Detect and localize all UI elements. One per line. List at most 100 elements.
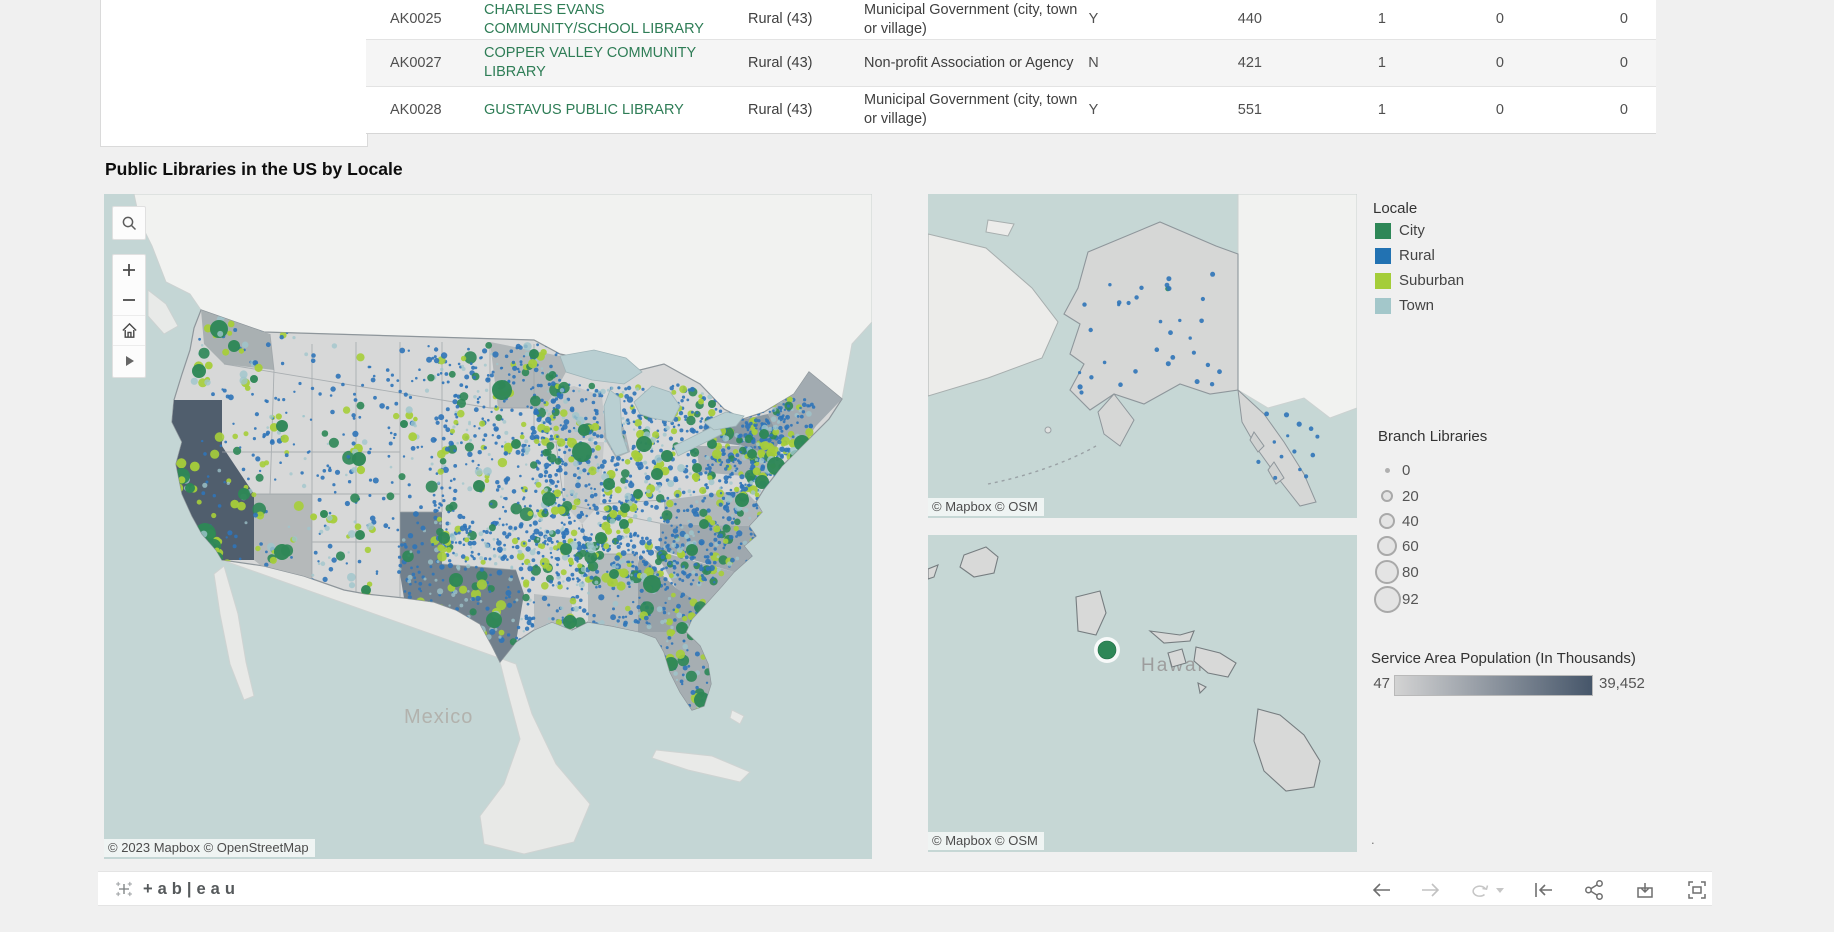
table-row[interactable]: AK0028 GUSTAVUS PUBLIC LIBRARY Rural (43…	[366, 86, 1656, 133]
legend-label: Rural	[1399, 247, 1435, 264]
town-swatch	[1375, 297, 1391, 314]
branch-size-item[interactable]: 92	[1372, 584, 1492, 614]
hawaii-map-canvas[interactable]: Hawaii	[928, 535, 1357, 852]
tableau-wordmark: +ab|eau	[143, 879, 240, 898]
cell-locale: Rural (43)	[748, 54, 813, 71]
cell-legal-basis: Municipal Government (city, town or vill…	[864, 92, 1078, 127]
cell-legal-basis: Non-profit Association or Agency	[864, 54, 1074, 71]
legend-label: 0	[1402, 461, 1411, 479]
cell-bookmobiles: 0	[1619, 11, 1628, 27]
size-circle-icon	[1384, 467, 1390, 473]
tableau-sparkle-icon	[116, 881, 132, 897]
city-library-point[interactable]	[1097, 640, 1117, 660]
alaska-map-canvas[interactable]	[928, 194, 1357, 518]
cell-library-name[interactable]: COPPER VALLEY COMMUNITY LIBRARY	[484, 45, 696, 80]
cell-population: 440	[1237, 11, 1262, 27]
cell-library-name[interactable]: CHARLES EVANS COMMUNITY/SCHOOL LIBRARY	[484, 1, 704, 37]
size-circle-icon	[1375, 560, 1399, 584]
cell-population: 551	[1237, 101, 1262, 118]
legend-item-suburban[interactable]: Suburban	[1375, 272, 1464, 289]
legend-label: 60	[1402, 537, 1419, 555]
redo-button[interactable]	[1418, 877, 1444, 903]
cell-branches: 0	[1495, 11, 1504, 27]
legend-label: 40	[1402, 512, 1419, 530]
cell-branches: 0	[1495, 101, 1504, 118]
cell-bookmobiles: 0	[1619, 101, 1628, 118]
table-row[interactable]: AK0025 CHARLES EVANS COMMUNITY/SCHOOL LI…	[366, 0, 1656, 39]
map-search-button[interactable]	[112, 206, 146, 240]
share-button[interactable]	[1581, 877, 1607, 903]
legend-item-city[interactable]: City	[1375, 222, 1425, 239]
tableau-logo[interactable]: +ab|eau	[114, 879, 240, 899]
undo-button[interactable]	[1368, 877, 1394, 903]
size-circle-icon	[1379, 513, 1395, 529]
revert-button[interactable]	[1530, 877, 1556, 903]
cell-flag: Y	[1088, 11, 1099, 27]
revert-icon	[1535, 883, 1552, 897]
tableau-toolbar: +ab|eau	[98, 871, 1712, 906]
zoom-out-button[interactable]	[113, 285, 145, 315]
branch-size-item[interactable]: 40	[1372, 509, 1492, 533]
legend-item-rural[interactable]: Rural	[1375, 247, 1435, 264]
minus-icon	[123, 299, 135, 301]
cell-bookmobiles: 0	[1619, 54, 1628, 71]
search-icon	[122, 216, 137, 231]
branch-size-item[interactable]: 80	[1372, 558, 1492, 586]
replay-icon	[1472, 885, 1489, 897]
size-circle-icon	[1381, 490, 1393, 502]
cell-branches: 0	[1495, 54, 1504, 71]
map-tools-expand-button[interactable]	[113, 345, 145, 375]
map-attribution: © Mapbox © OSM	[928, 832, 1044, 850]
branch-legend-title: Branch Libraries	[1378, 428, 1488, 445]
home-icon	[121, 322, 137, 338]
replay-button[interactable]	[1466, 877, 1492, 903]
cell-central: 1	[1377, 101, 1386, 118]
fullscreen-icon	[1688, 881, 1706, 899]
mexico-map-label: Mexico	[404, 706, 474, 728]
download-button[interactable]	[1632, 877, 1658, 903]
plus-icon	[123, 264, 135, 276]
city-swatch	[1375, 222, 1391, 239]
cell-central: 1	[1377, 54, 1386, 71]
zoom-in-button[interactable]	[113, 255, 145, 285]
cell-library-id: AK0028	[390, 101, 442, 118]
cell-locale: Rural (43)	[748, 101, 813, 118]
map-attribution: © 2023 Mapbox © OpenStreetMap	[104, 839, 315, 857]
legend-label: Suburban	[1399, 272, 1465, 289]
map-attribution: © Mapbox © OSM	[928, 498, 1044, 516]
download-icon	[1637, 883, 1653, 898]
cell-population: 421	[1237, 54, 1262, 71]
branch-size-item[interactable]: 60	[1372, 533, 1492, 559]
us-map[interactable]: Mexico © 2023 M	[104, 194, 872, 859]
cell-central: 1	[1377, 11, 1386, 27]
replay-menu-button[interactable]	[1492, 877, 1508, 903]
rural-swatch	[1375, 247, 1391, 264]
cell-library-name[interactable]: GUSTAVUS PUBLIC LIBRARY	[484, 101, 684, 118]
alaska-map[interactable]: © Mapbox © OSM	[928, 194, 1357, 518]
branch-size-item[interactable]: 0	[1372, 458, 1492, 482]
redo-arrow-icon	[1422, 883, 1440, 897]
legend-label: Town	[1399, 297, 1435, 314]
branch-size-item[interactable]: 20	[1372, 484, 1492, 508]
caret-down-icon	[1496, 888, 1504, 893]
population-gradient-bar[interactable]	[1394, 675, 1593, 696]
us-map-canvas[interactable]	[104, 194, 872, 859]
table-row[interactable]: AK0027 COPPER VALLEY COMMUNITY LIBRARY R…	[366, 39, 1656, 86]
cell-locale: Rural (43)	[748, 11, 813, 27]
population-legend-title: Service Area Population (In Thousands)	[1371, 650, 1636, 667]
size-circle-icon	[1373, 585, 1401, 613]
library-table[interactable]: AK0025 CHARLES EVANS COMMUNITY/SCHOOL LI…	[366, 0, 1656, 134]
cell-flag: Y	[1088, 101, 1099, 118]
empty-filter-panel	[100, 0, 368, 147]
map-zoom-toolbar	[112, 254, 146, 378]
fullscreen-button[interactable]	[1684, 877, 1710, 903]
stray-dot: .	[1371, 832, 1375, 847]
legend-item-town[interactable]: Town	[1375, 297, 1434, 314]
zoom-home-button[interactable]	[113, 315, 145, 345]
cell-flag: N	[1088, 54, 1099, 71]
page-title: Public Libraries in the US by Locale	[105, 159, 403, 179]
legend-label: 80	[1402, 563, 1419, 581]
hawaii-map[interactable]: Hawaii © Mapbox © OSM	[928, 535, 1357, 852]
suburban-swatch	[1375, 272, 1391, 289]
